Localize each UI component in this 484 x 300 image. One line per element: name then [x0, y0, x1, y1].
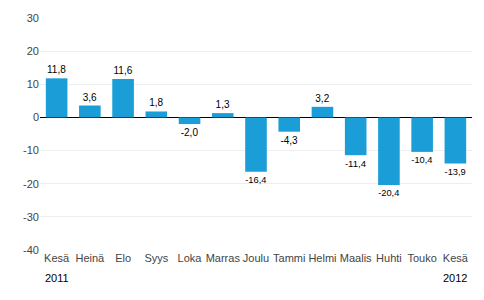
svg-text:Elo: Elo	[115, 252, 131, 264]
svg-text:-40: -40	[23, 244, 39, 256]
svg-text:2011: 2011	[45, 272, 69, 284]
svg-text:Maalis: Maalis	[340, 252, 372, 264]
svg-text:Joulu: Joulu	[243, 252, 269, 264]
svg-text:Huhti: Huhti	[376, 252, 402, 264]
svg-text:-20,4: -20,4	[378, 188, 399, 198]
svg-text:11,6: 11,6	[114, 65, 133, 76]
svg-text:1,8: 1,8	[149, 97, 163, 108]
svg-text:Kesä: Kesä	[44, 252, 70, 264]
svg-text:-10: -10	[23, 144, 39, 156]
svg-text:20: 20	[27, 45, 39, 57]
svg-text:-30: -30	[23, 211, 39, 223]
svg-text:-16,4: -16,4	[245, 175, 266, 185]
svg-text:-4,3: -4,3	[280, 135, 298, 146]
svg-text:-11,4: -11,4	[345, 158, 367, 169]
svg-text:3,2: 3,2	[315, 93, 329, 104]
svg-text:0: 0	[33, 111, 39, 123]
svg-text:11,8: 11,8	[47, 64, 66, 75]
svg-text:3,6: 3,6	[83, 92, 97, 103]
svg-text:-20: -20	[23, 178, 39, 190]
svg-text:Helmi: Helmi	[308, 252, 336, 264]
svg-text:Kesä: Kesä	[443, 252, 469, 264]
svg-text:10: 10	[27, 78, 39, 90]
svg-text:-13,9: -13,9	[445, 167, 466, 177]
svg-text:Touko: Touko	[407, 252, 436, 264]
svg-text:-10,4: -10,4	[411, 155, 432, 165]
svg-text:-2,0: -2,0	[181, 127, 199, 138]
svg-text:1,3: 1,3	[216, 99, 230, 110]
svg-text:Marras: Marras	[206, 252, 241, 264]
svg-text:2012: 2012	[443, 272, 467, 284]
svg-text:Heinä: Heinä	[75, 252, 105, 264]
svg-text:Loka: Loka	[178, 252, 203, 264]
svg-text:30: 30	[27, 12, 39, 24]
svg-text:Syys: Syys	[144, 252, 168, 264]
svg-text:Tammi: Tammi	[273, 252, 305, 264]
